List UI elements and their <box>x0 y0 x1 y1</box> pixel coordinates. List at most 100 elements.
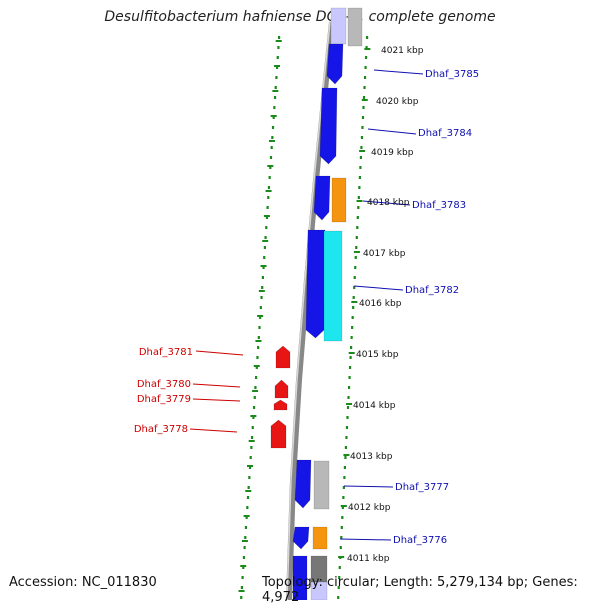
scale-dot <box>356 216 359 219</box>
scale-tick <box>275 40 282 42</box>
scale-dot <box>266 206 269 209</box>
scale-tick <box>364 48 371 50</box>
topology-text: Topology: circular; Length: 5,279,134 bp… <box>262 575 578 605</box>
kbp-label: 4014 kbp <box>353 401 396 411</box>
scale-dot <box>248 476 251 479</box>
scale-dot <box>339 546 342 549</box>
kbp-label: 4011 kbp <box>347 554 390 564</box>
scale-dot <box>348 376 351 379</box>
scale-dot <box>242 566 245 569</box>
scale-tick <box>248 440 255 442</box>
map-title: Desulfitobacterium hafniense DCB-2, comp… <box>104 9 496 25</box>
scale-tick <box>338 556 345 558</box>
forward-gene-arrow <box>294 459 312 509</box>
scale-dot <box>338 576 341 579</box>
gene-callout-lines <box>189 69 424 541</box>
scale-dot <box>353 276 356 279</box>
scale-tick <box>270 115 277 117</box>
scale-dot <box>350 336 353 339</box>
gene-label[interactable]: Dhaf_3781 <box>139 347 193 358</box>
scale-dot <box>241 576 244 579</box>
scale-tick <box>238 590 245 592</box>
scale-dot <box>267 186 271 189</box>
scale-dot <box>343 476 346 479</box>
scale-dot <box>275 66 279 69</box>
scale-dot <box>243 546 246 549</box>
callout-line <box>343 485 394 488</box>
scale-dot <box>364 66 367 69</box>
kbp-label: 4013 kbp <box>350 452 393 462</box>
scale-dot <box>263 246 267 249</box>
scale-dot <box>351 316 354 319</box>
scale-tick <box>241 540 248 542</box>
scale-dot <box>366 36 369 39</box>
scale-dot <box>277 46 280 49</box>
reverse-gene-arrow <box>274 379 289 399</box>
scale-dot <box>248 466 252 469</box>
scale-dot <box>358 186 361 189</box>
forward-gene-arrow <box>292 526 310 550</box>
forward-gene-arrow <box>319 87 338 165</box>
gene-label[interactable]: Dhaf_3777 <box>395 482 449 493</box>
scale-tick <box>346 403 353 405</box>
scale-dot <box>250 446 253 449</box>
scale-dot <box>356 226 359 229</box>
scale-tick <box>258 290 265 292</box>
scale-dot <box>364 56 368 59</box>
scale-dot <box>252 406 256 409</box>
scale-tick <box>246 465 253 467</box>
scale-dot <box>252 416 255 419</box>
scale-tick <box>243 515 250 517</box>
gene-label[interactable]: Dhaf_3779 <box>137 394 191 405</box>
scale-dot <box>361 126 364 129</box>
kbp-label: 4016 kbp <box>359 299 402 309</box>
scale-dot <box>357 206 360 209</box>
kbp-label: 4021 kbp <box>381 46 424 56</box>
gene-label[interactable]: Dhaf_3785 <box>425 69 479 80</box>
scale-tick <box>245 490 252 492</box>
scale-dot <box>257 336 260 339</box>
scale-dot <box>346 406 350 409</box>
scale-tick <box>268 140 275 142</box>
scale-dot <box>338 566 341 569</box>
scale-dot <box>246 506 249 509</box>
scale-tick <box>351 301 358 303</box>
scale-dot <box>276 56 279 59</box>
scale-dot <box>245 516 248 519</box>
scale-dot <box>244 526 248 529</box>
scale-tick <box>359 150 366 152</box>
gene-label[interactable]: Dhaf_3776 <box>393 535 447 546</box>
scale-dot <box>343 466 347 469</box>
forward-gene-feature <box>292 555 308 600</box>
scale-tick <box>260 265 267 267</box>
gene-label[interactable]: Dhaf_3783 <box>412 200 466 211</box>
scale-dot <box>360 146 363 149</box>
scale-dot <box>260 296 263 299</box>
scale-dot <box>344 456 347 459</box>
gene-label[interactable]: Dhaf_3780 <box>137 379 191 390</box>
partial-gene-feature <box>310 581 328 600</box>
scale-dot <box>358 176 361 179</box>
scale-dot <box>256 356 259 359</box>
scale-dot <box>244 536 247 539</box>
scale-dot <box>253 396 256 399</box>
scale-dot <box>275 76 278 79</box>
scale-dot <box>267 196 270 199</box>
scale-dot <box>268 176 271 179</box>
scale-tick <box>265 190 272 192</box>
reverse-gene-arrow <box>275 345 291 369</box>
scale-dot <box>346 416 349 419</box>
kbp-label: 4018 kbp <box>367 198 410 208</box>
genome-backbone-highlight <box>286 21 331 600</box>
scale-dot <box>362 106 365 109</box>
scale-dot <box>265 226 268 229</box>
gene-label[interactable]: Dhaf_3778 <box>134 424 188 435</box>
scale-tick <box>267 165 274 167</box>
gene-label[interactable]: Dhaf_3782 <box>405 285 459 296</box>
scale-dot <box>351 326 354 329</box>
scale-dot <box>265 216 269 219</box>
scale-tick <box>252 390 259 392</box>
scale-dot <box>271 136 274 139</box>
scale-dot <box>261 286 264 289</box>
gene-label[interactable]: Dhaf_3784 <box>418 128 472 139</box>
